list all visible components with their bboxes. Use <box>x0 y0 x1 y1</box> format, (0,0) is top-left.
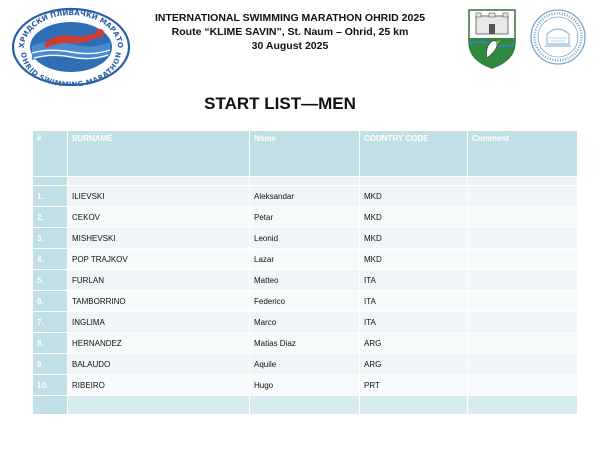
column-header-comment: Comment <box>467 130 578 177</box>
cell-name: Marco <box>249 311 360 333</box>
cell-comment <box>467 311 578 333</box>
table-row: 6. TAMBORRINO Federico ITA <box>32 290 578 312</box>
cell-name: Hugo <box>249 374 360 396</box>
cell-surname: HERNANDEZ <box>67 332 250 354</box>
cell-surname: BALAUDO <box>67 353 250 375</box>
ohrid-swimming-marathon-logo: ОХРИДСКИ ПЛИВАЧКИ МАРАТОН OHRID SWIMMING… <box>10 6 131 86</box>
ohrid-city-crest <box>468 9 516 69</box>
cell-name: Matias Diaz <box>249 332 360 354</box>
cell-country: MKD <box>359 248 468 270</box>
cell-comment <box>467 227 578 249</box>
cell-comment <box>467 269 578 291</box>
column-header-name: Name <box>249 130 360 177</box>
cell-surname: POP TRAJKOV <box>67 248 250 270</box>
cell-comment <box>467 374 578 396</box>
table-header-row: # SURNAME Name COUNTRY CODE Comment <box>32 130 578 177</box>
cell-surname: ILIEVSKI <box>67 185 250 207</box>
column-header-number: # <box>32 130 68 177</box>
table-row: 8. HERNANDEZ Matias Diaz ARG <box>32 332 578 354</box>
cell-number: 10. <box>32 374 68 396</box>
table-row: 9. BALAUDO Aquile ARG <box>32 353 578 375</box>
cell-country: ITA <box>359 311 468 333</box>
cell-surname: CEKOV <box>67 206 250 228</box>
cell-country: PRT <box>359 374 468 396</box>
cell-number: 4. <box>32 248 68 270</box>
cell-name: Petar <box>249 206 360 228</box>
start-list-table: # SURNAME Name COUNTRY CODE Comment 1. I… <box>32 130 578 415</box>
cell-number: 1. <box>32 185 68 207</box>
event-title-block: INTERNATIONAL SWIMMING MARATHON OHRID 20… <box>130 11 450 53</box>
cell-name: Matteo <box>249 269 360 291</box>
cell-surname: INGLIMA <box>67 311 250 333</box>
cell-comment <box>467 290 578 312</box>
round-organisation-seal <box>530 9 586 65</box>
column-header-country-code: COUNTRY CODE <box>359 130 468 177</box>
cell-country: ARG <box>359 332 468 354</box>
table-row: 4. POP TRAJKOV Lazar MKD <box>32 248 578 270</box>
cell-country: MKD <box>359 185 468 207</box>
table-row: 7. INGLIMA Marco ITA <box>32 311 578 333</box>
table-row: 5. FURLAN Matteo ITA <box>32 269 578 291</box>
cell-country: ITA <box>359 269 468 291</box>
cell-name: Aquile <box>249 353 360 375</box>
cell-surname: MISHEVSKI <box>67 227 250 249</box>
event-route: Route “KLIME SAVIN”, St. Naum – Ohrid, 2… <box>171 26 409 38</box>
empty-row <box>32 395 578 415</box>
table-row: 2. CEKOV Petar MKD <box>32 206 578 228</box>
cell-name: Leonid <box>249 227 360 249</box>
cell-number: 5. <box>32 269 68 291</box>
cell-comment <box>467 185 578 207</box>
cell-surname: RIBEIRO <box>67 374 250 396</box>
cell-country: ITA <box>359 290 468 312</box>
spacer-row <box>32 176 578 186</box>
document-header: ОХРИДСКИ ПЛИВАЧКИ МАРАТОН OHRID SWIMMING… <box>0 0 604 86</box>
cell-comment <box>467 332 578 354</box>
cell-number: 7. <box>32 311 68 333</box>
table-row: 10. RIBEIRO Hugo PRT <box>32 374 578 396</box>
cell-number: 2. <box>32 206 68 228</box>
cell-number: 3. <box>32 227 68 249</box>
cell-surname: TAMBORRINO <box>67 290 250 312</box>
cell-name: Lazar <box>249 248 360 270</box>
cell-name: Aleksandar <box>249 185 360 207</box>
event-date: 30 August 2025 <box>251 40 329 52</box>
event-title: INTERNATIONAL SWIMMING MARATHON OHRID 20… <box>154 12 426 24</box>
cell-number: 8. <box>32 332 68 354</box>
table-row: 3. MISHEVSKI Leonid MKD <box>32 227 578 249</box>
cell-number: 6. <box>32 290 68 312</box>
table-row: 1. ILIEVSKI Aleksandar MKD <box>32 185 578 207</box>
cell-comment <box>467 353 578 375</box>
cell-name: Federico <box>249 290 360 312</box>
cell-country: MKD <box>359 227 468 249</box>
cell-comment <box>467 206 578 228</box>
start-list-title: START LIST—MEN <box>204 94 356 113</box>
column-header-surname: SURNAME <box>67 130 250 177</box>
cell-country: MKD <box>359 206 468 228</box>
cell-number: 9. <box>32 353 68 375</box>
cell-country: ARG <box>359 353 468 375</box>
cell-surname: FURLAN <box>67 269 250 291</box>
cell-comment <box>467 248 578 270</box>
